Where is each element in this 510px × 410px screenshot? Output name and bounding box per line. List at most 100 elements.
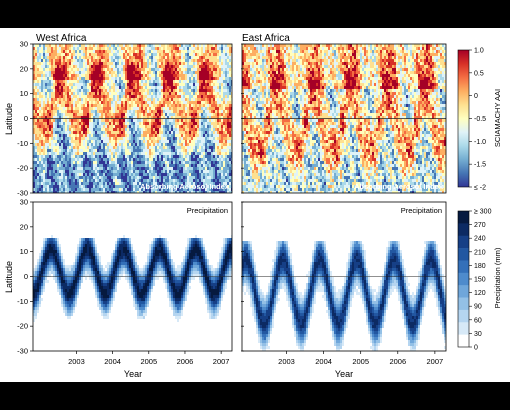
- heatmap-cell: [135, 185, 138, 189]
- heatmap-cell: [69, 155, 72, 159]
- heatmap-cell: [97, 170, 100, 174]
- heatmap-cell: [41, 176, 44, 180]
- heatmap-cell: [129, 128, 132, 132]
- heatmap-cell: [229, 131, 232, 135]
- heatmap-cell: [207, 80, 210, 84]
- heatmap-cell: [219, 95, 222, 99]
- heatmap-cell: [229, 146, 232, 150]
- heatmap-cell: [47, 104, 50, 108]
- heatmap-cell: [63, 116, 66, 120]
- heatmap-cell: [215, 86, 218, 90]
- heatmap-cell: [219, 128, 222, 132]
- heatmap-cell: [153, 89, 156, 93]
- heatmap-cell: [67, 107, 70, 111]
- heatmap-cell: [103, 158, 106, 162]
- heatmap-cell: [159, 98, 162, 102]
- heatmap-cell: [163, 104, 166, 108]
- heatmap-cell: [123, 56, 126, 60]
- heatmap-cell: [63, 140, 66, 144]
- heatmap-cell: [215, 53, 218, 57]
- heatmap-cell: [191, 44, 194, 48]
- heatmap-cell: [115, 143, 118, 147]
- heatmap-cell: [181, 152, 184, 156]
- heatmap-cell: [91, 59, 94, 63]
- heatmap-cell: [165, 74, 168, 78]
- heatmap-cell: [193, 89, 196, 93]
- heatmap-cell: [45, 149, 48, 153]
- heatmap-cell: [83, 74, 86, 78]
- heatmap-cell: [77, 95, 80, 99]
- heatmap-cell: [141, 161, 144, 165]
- heatmap-cell: [167, 107, 170, 111]
- heatmap-cell: [141, 128, 144, 132]
- heatmap-cell: [205, 116, 208, 120]
- heatmap-cell: [137, 170, 140, 174]
- heatmap-cell: [41, 191, 44, 193]
- heatmap-cell: [169, 77, 172, 81]
- heatmap-cell: [135, 89, 138, 93]
- heatmap-cell: [95, 191, 98, 193]
- heatmap-cell: [75, 176, 78, 180]
- heatmap-cell: [123, 59, 126, 63]
- heatmap-cell: [141, 152, 144, 156]
- heatmap-cell: [209, 164, 212, 168]
- heatmap-cell: [37, 191, 40, 193]
- heatmap-cell: [103, 119, 106, 123]
- heatmap-cell: [81, 50, 84, 54]
- heatmap-cell: [153, 71, 156, 75]
- heatmap-cell: [37, 158, 40, 162]
- heatmap-cell: [195, 122, 198, 126]
- heatmap-cell: [105, 188, 108, 192]
- heatmap-cell: [185, 140, 188, 144]
- heatmap-cell: [203, 56, 206, 60]
- heatmap-cell: [157, 53, 160, 57]
- heatmap-cell: [161, 59, 164, 63]
- heatmap-cell: [63, 131, 66, 135]
- heatmap-cell: [153, 92, 156, 96]
- heatmap-cell: [173, 77, 176, 81]
- heatmap-cell: [183, 110, 186, 114]
- heatmap-cell: [77, 155, 80, 159]
- heatmap-cell: [33, 62, 36, 66]
- heatmap-cell: [59, 167, 62, 171]
- heatmap-cell: [117, 134, 120, 138]
- heatmap-cell: [191, 119, 194, 123]
- heatmap-cell: [191, 68, 194, 72]
- heatmap-cell: [55, 131, 58, 135]
- heatmap-cell: [155, 164, 158, 168]
- heatmap-cell: [51, 56, 54, 60]
- heatmap-cell: [73, 65, 76, 69]
- heatmap-cell: [207, 182, 210, 186]
- heatmap-cell: [147, 128, 150, 132]
- heatmap-cell: [155, 113, 158, 117]
- heatmap-cell: [221, 116, 224, 120]
- heatmap-cell: [135, 158, 138, 162]
- heatmap-cell: [153, 176, 156, 180]
- heatmap-cell: [203, 179, 206, 183]
- heatmap-cell: [83, 182, 86, 186]
- heatmap-cell: [171, 77, 174, 81]
- heatmap-cell: [175, 65, 178, 69]
- heatmap-cell: [127, 167, 130, 171]
- heatmap-cell: [119, 50, 122, 54]
- heatmap-cell: [225, 182, 228, 186]
- heatmap-cell: [141, 137, 144, 141]
- heatmap-cell: [133, 131, 136, 135]
- heatmap-cell: [73, 101, 76, 105]
- heatmap-cell: [53, 68, 56, 72]
- heatmap-cell: [171, 128, 174, 132]
- heatmap-cell: [179, 158, 182, 162]
- heatmap-cell: [219, 152, 222, 156]
- heatmap-cell: [149, 128, 152, 132]
- heatmap-cell: [231, 134, 232, 138]
- heatmap-cell: [169, 152, 172, 156]
- heatmap-cell: [183, 155, 186, 159]
- heatmap-cell: [85, 149, 88, 153]
- heatmap-cell: [193, 134, 196, 138]
- heatmap-cell: [41, 80, 44, 84]
- heatmap-cell: [135, 131, 138, 135]
- heatmap-cell: [179, 134, 182, 138]
- heatmap-cell: [125, 155, 128, 159]
- heatmap-cell: [197, 71, 200, 75]
- heatmap-cell: [143, 179, 146, 183]
